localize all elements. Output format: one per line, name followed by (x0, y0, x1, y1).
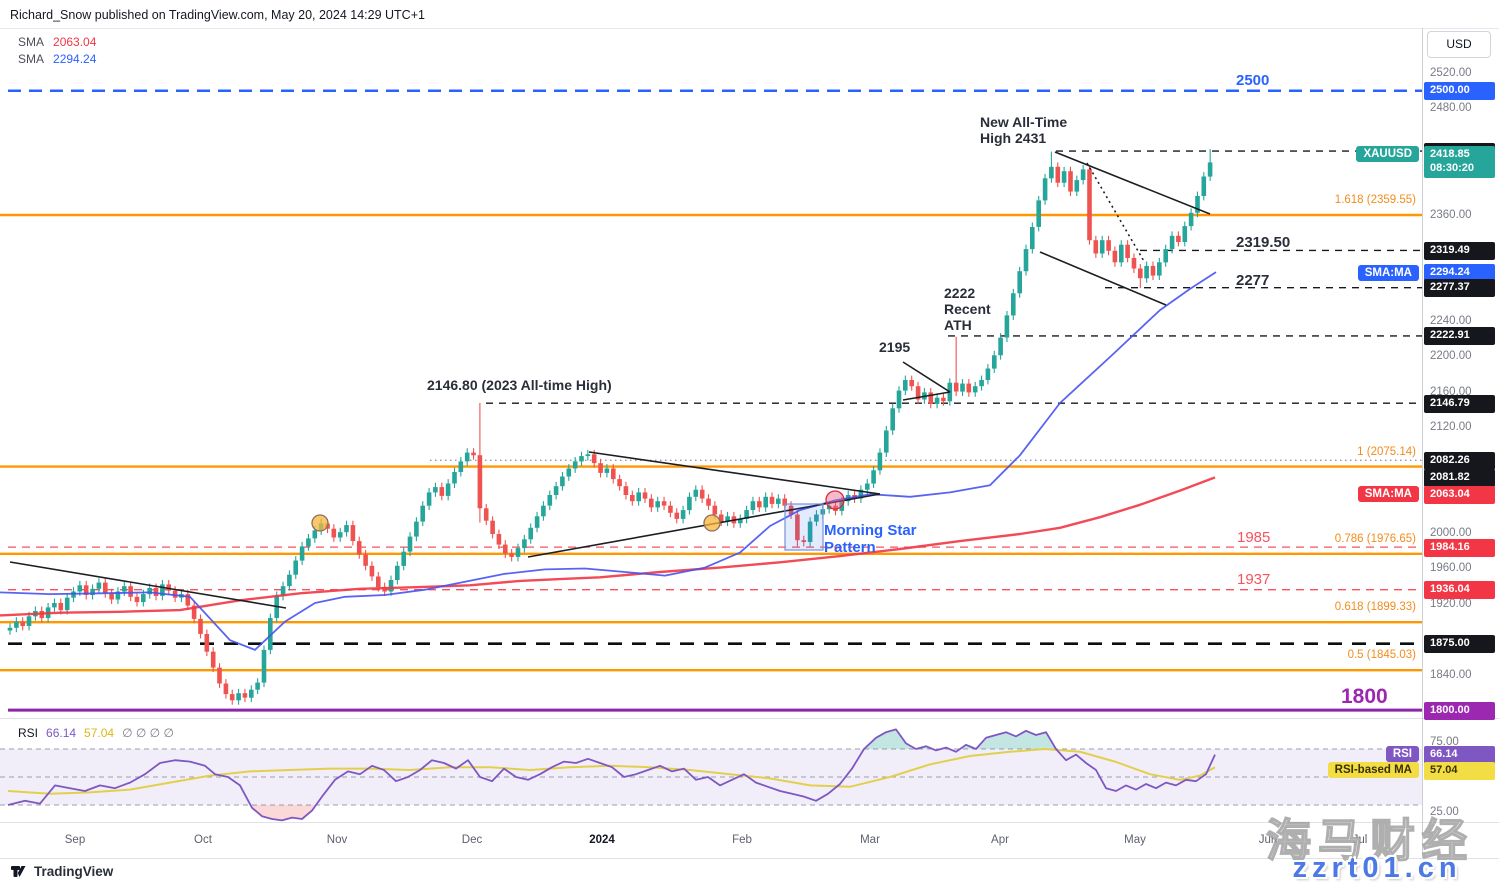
sma-slow-legend[interactable]: SMA 2294.24 (18, 52, 96, 66)
sma-fast-label: SMA (18, 35, 45, 49)
series-tag-sma-ma: SMA:MA (1357, 486, 1419, 502)
rsi-axis-tick: 75.00 (1430, 736, 1459, 748)
series-tag-rsi: RSI (1385, 746, 1419, 762)
price-badge: 2081.82 (1424, 469, 1495, 487)
price-badge: 2063.04 (1424, 486, 1495, 504)
price-badge: 2146.79 (1424, 395, 1495, 413)
currency-button[interactable]: USD (1427, 31, 1491, 58)
price-badge: 2222.91 (1424, 327, 1495, 345)
price-axis-tick: 2360.00 (1430, 209, 1472, 221)
watermark-url: zzrt01.cn (1292, 852, 1462, 884)
tradingview-logo-icon (11, 866, 26, 877)
rsi-ma-line (7, 747, 1216, 795)
time-axis-label[interactable]: Dec (461, 834, 483, 846)
price-axis-tick: 1960.00 (1430, 562, 1472, 574)
price-axis-tick: 1840.00 (1430, 669, 1472, 681)
pattern-marker (825, 490, 845, 510)
price-axis-tick: 2200.00 (1430, 350, 1472, 362)
tradingview-logo[interactable]: TradingView (10, 862, 113, 880)
price-badge: 2277.37 (1424, 279, 1495, 297)
chart-annotation: 2195 (879, 339, 911, 355)
watermark-cn: 海马财经 (1265, 814, 1474, 867)
pattern-marker (703, 514, 721, 532)
price-badge: 2319.49 (1424, 242, 1495, 260)
chart-annotation: 2222 Recent ATH (944, 285, 991, 334)
rsi-axis-tick: 25.00 (1430, 806, 1459, 818)
price-badge: 2418.85 08:30:20 (1424, 146, 1495, 178)
price-badge: 2082.26 (1424, 452, 1495, 470)
time-axis-label[interactable]: Jun (1258, 834, 1278, 846)
chart-annotation: 0.5 (1845.03) (1347, 649, 1416, 661)
tradingview-logo-text: TradingView (34, 863, 114, 879)
price-badge: 1875.00 (1424, 635, 1495, 653)
time-axis-label[interactable]: Sep (64, 834, 86, 846)
price-axis-tick: 2240.00 (1430, 315, 1472, 327)
time-axis-label[interactable]: Oct (194, 834, 212, 846)
sma-fast-value: 2063.04 (53, 35, 97, 49)
rsi-legend[interactable]: RSI 66.14 57.04 ∅ ∅ ∅ ∅ (18, 726, 182, 740)
price-badge: 66.14 (1424, 746, 1495, 764)
sma-slow-value: 2294.24 (53, 52, 97, 66)
chart-annotation: New All-Time High 2431 (980, 114, 1068, 147)
morning-star-box (784, 503, 824, 551)
chart-annotation: Morning Star Pattern (824, 522, 917, 557)
pattern-marker (311, 514, 329, 532)
price-badge: 1984.16 (1424, 539, 1495, 557)
time-axis-label[interactable]: Mar (860, 834, 880, 846)
chart-annotation: 2277 (1236, 272, 1270, 289)
chart-annotation: 1800 (1341, 685, 1388, 708)
rsi-empty-slots: ∅ ∅ ∅ ∅ (122, 726, 174, 740)
price-axis-tick: 2120.00 (1430, 421, 1472, 433)
sma-fast-legend[interactable]: SMA 2063.04 (18, 35, 96, 49)
chart-annotation: 0.786 (1976.65) (1334, 533, 1416, 545)
price-badge: 57.04 (1424, 762, 1495, 780)
time-axis-label[interactable]: 2024 (589, 834, 615, 846)
time-axis-label[interactable]: Jul (1352, 834, 1368, 846)
sma-200-line (0, 476, 1216, 617)
price-badge: 2500.00 (1424, 82, 1495, 100)
series-tag-xauusd: XAUUSD (1356, 146, 1419, 162)
price-axis-tick: 2520.00 (1430, 67, 1472, 79)
rsi-ma-value: 57.04 (84, 726, 115, 740)
series-tag-rsi-based-ma: RSI-based MA (1327, 762, 1419, 778)
price-axis-tick: 1920.00 (1430, 598, 1472, 610)
sma-50-line (0, 271, 1217, 651)
chart-annotation: 1985 (1237, 529, 1271, 546)
time-axis-label[interactable]: Nov (326, 834, 348, 846)
time-axis-label[interactable]: Feb (732, 834, 752, 846)
price-badge: 1936.04 (1424, 581, 1495, 599)
rsi-value: 66.14 (46, 726, 77, 740)
chart-annotation: 0.618 (1899.33) (1334, 601, 1416, 613)
chart-annotation: 1 (2075.14) (1357, 446, 1416, 458)
chart-annotation: 2500 (1236, 72, 1270, 89)
rsi-label: RSI (18, 726, 39, 740)
price-axis-tick: 2000.00 (1430, 527, 1472, 539)
chart-annotation: 1.618 (2359.55) (1334, 194, 1416, 206)
chart-annotation: 2319.50 (1236, 234, 1291, 251)
series-tag-sma-ma: SMA:MA (1357, 265, 1419, 281)
chart-annotation: 1937 (1237, 571, 1271, 588)
price-badge: 2294.24 (1424, 264, 1495, 282)
publish-info: Richard_Snow published on TradingView.co… (10, 8, 425, 22)
time-axis-label[interactable]: Apr (991, 834, 1009, 846)
price-axis-tick: 2480.00 (1430, 102, 1472, 114)
sma-slow-label: SMA (18, 52, 45, 66)
time-axis-label[interactable]: May (1124, 834, 1146, 846)
price-badge: 1800.00 (1424, 702, 1495, 720)
chart-annotation: 2146.80 (2023 All-time High) (427, 377, 612, 393)
rsi-line (7, 728, 1216, 822)
